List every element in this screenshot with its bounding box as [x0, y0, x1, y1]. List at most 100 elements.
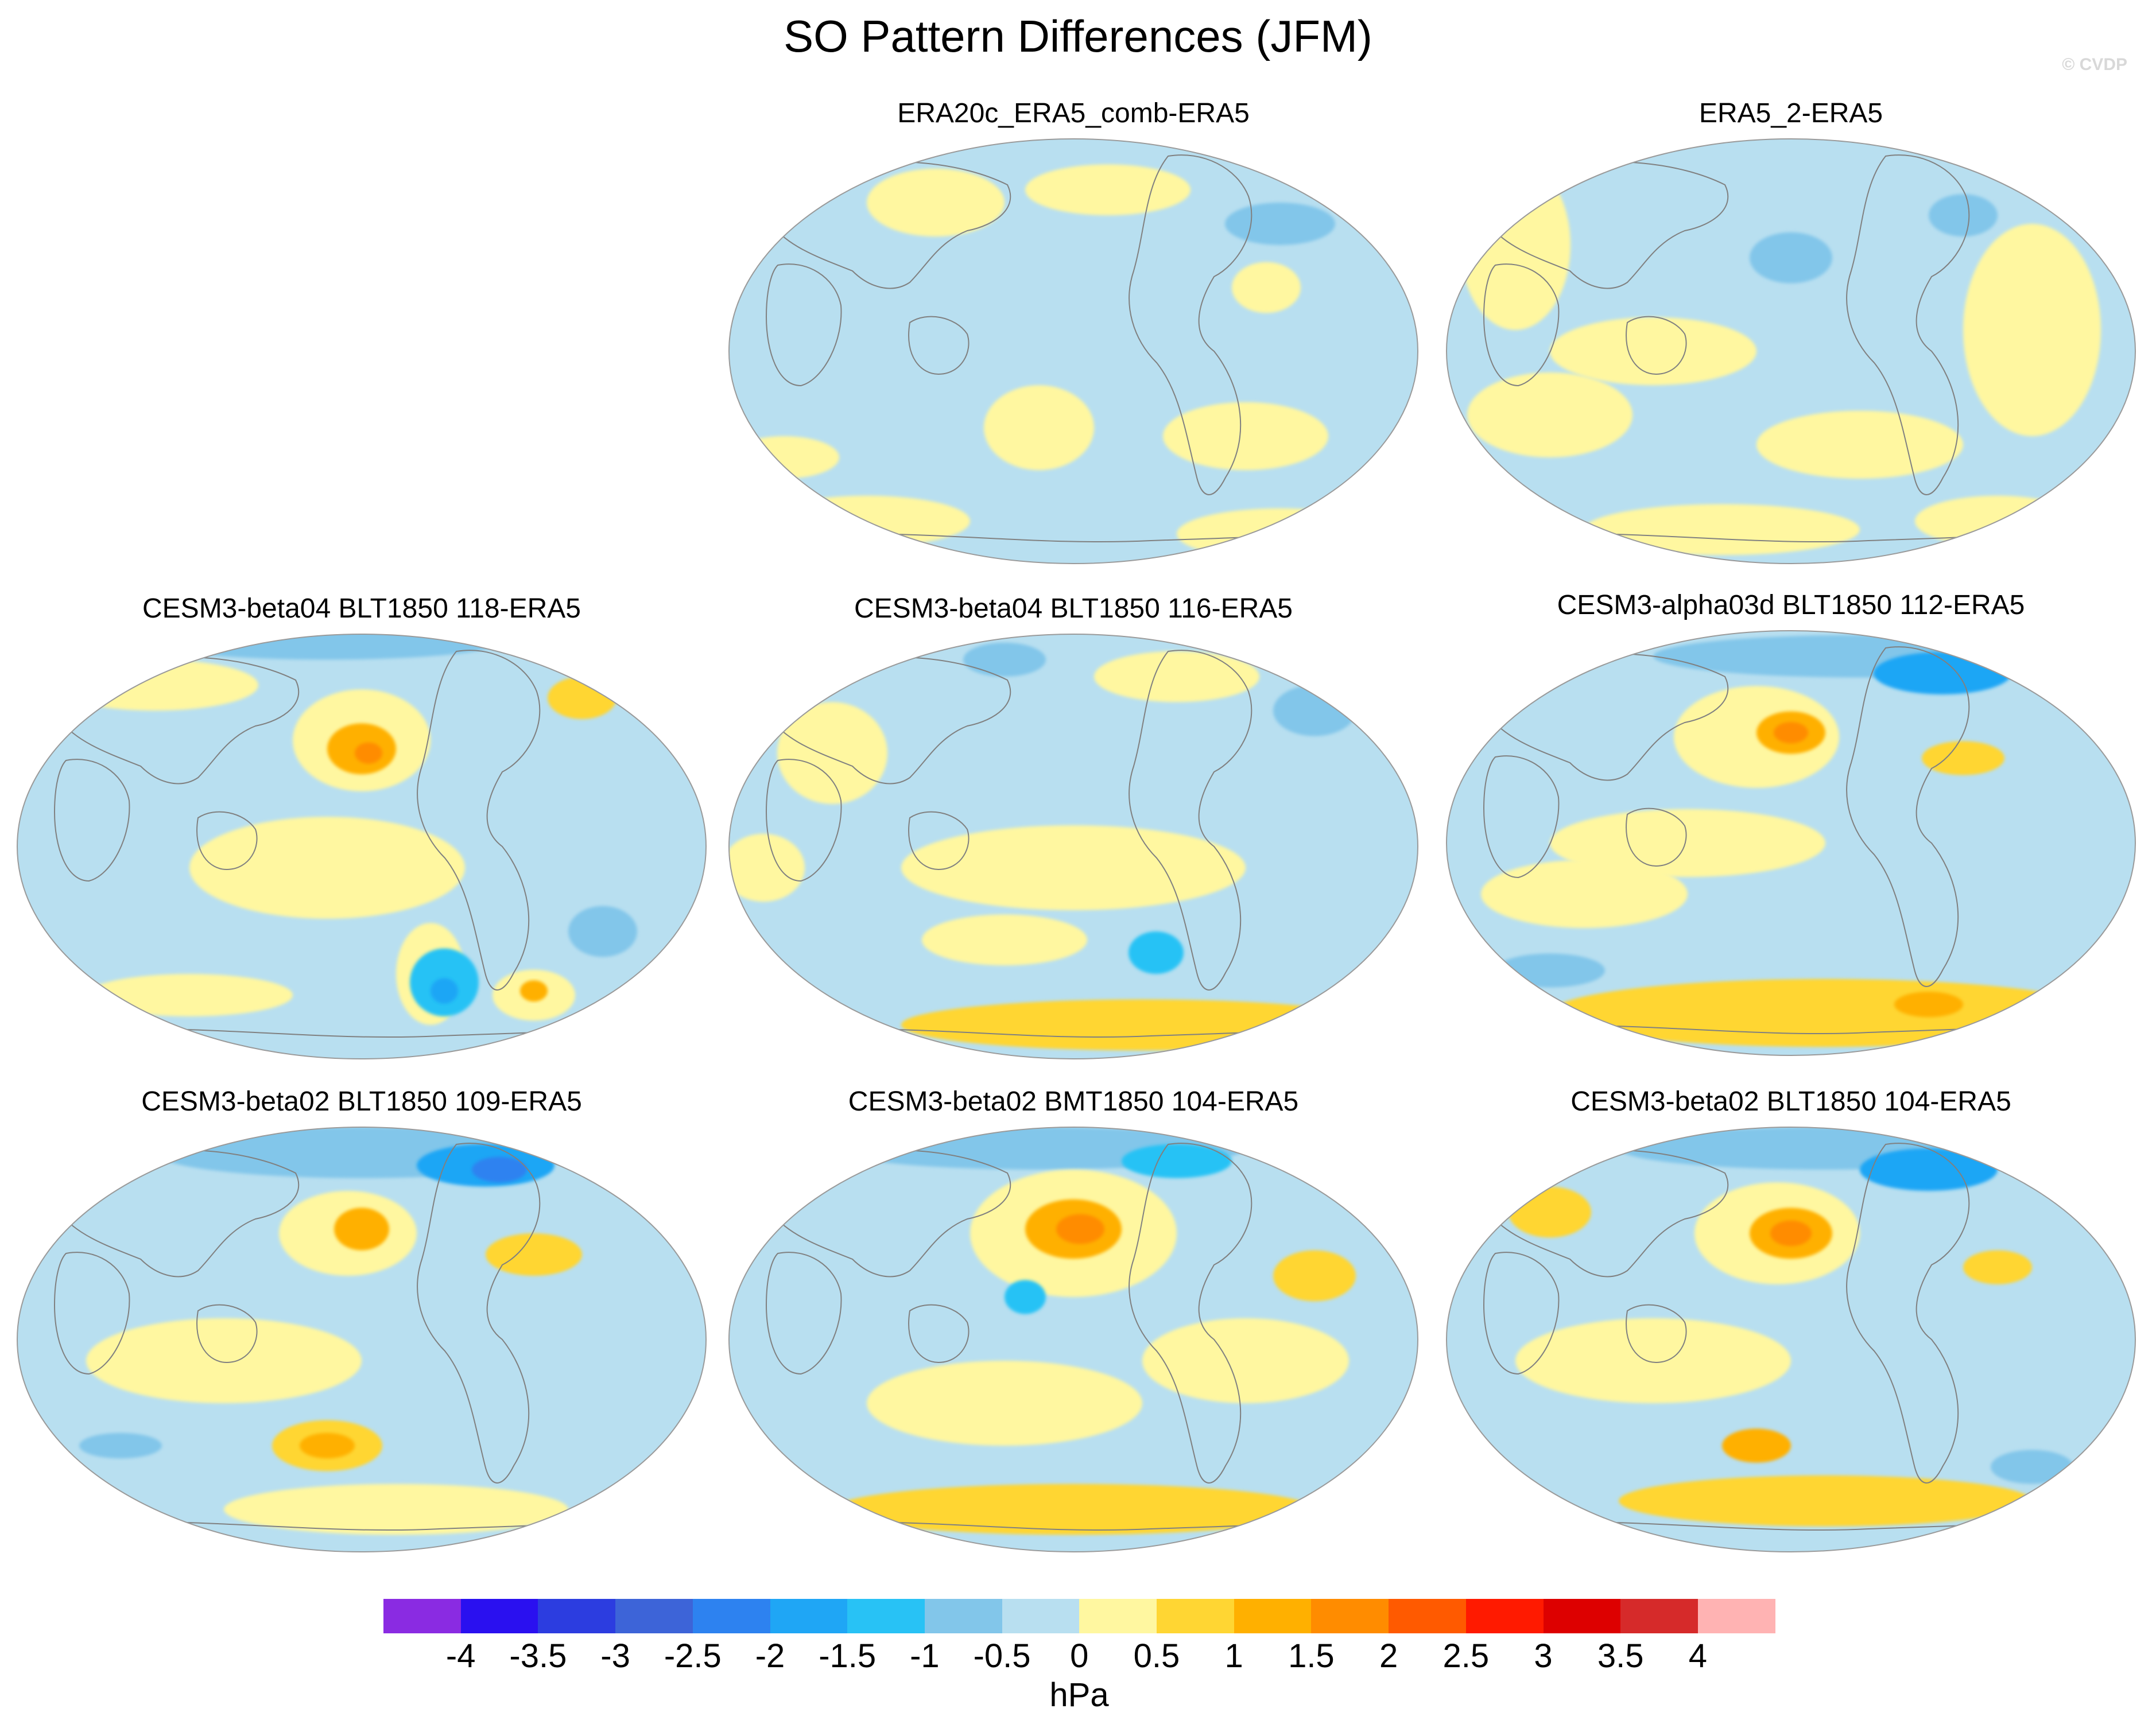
anomaly-region [1232, 262, 1301, 313]
colorbar-segment [1465, 1599, 1544, 1633]
colorbar-tick-label: -3 [600, 1637, 630, 1675]
anomaly-region [1142, 1318, 1349, 1403]
colorbar-unit-label: hPa [1049, 1676, 1109, 1714]
map-panel-era5-2: ERA5_2-ERA5 [1438, 98, 2144, 574]
anomaly-region [963, 642, 1046, 677]
colorbar-tick-label: 2 [1379, 1637, 1398, 1675]
coastline [908, 1304, 970, 1364]
colorbar-tick-label: 0 [1070, 1637, 1089, 1675]
map-outline [1446, 138, 2136, 564]
colorbar-segment [1079, 1599, 1157, 1633]
anomaly-region [1722, 1428, 1791, 1463]
robinson-map [728, 634, 1418, 1059]
robinson-map [728, 1127, 1418, 1552]
robinson-map [728, 138, 1418, 564]
colorbar-segment [383, 1599, 462, 1633]
colorbar-segment [460, 1599, 538, 1633]
coastline [1626, 316, 1687, 375]
anomaly-region [729, 833, 805, 902]
colorbar-tick-label: 3 [1534, 1637, 1553, 1675]
colorbar-segment [924, 1599, 1003, 1633]
anomaly-region [334, 1207, 389, 1251]
coastline [1846, 646, 1970, 987]
anomaly-region [1129, 931, 1184, 974]
colorbar-tick-label: -2 [755, 1637, 785, 1675]
panel-title: CESM3-beta04 BLT1850 118-ERA5 [142, 593, 581, 624]
colorbar-segment [1620, 1599, 1699, 1633]
map-panel-beta04-118: CESM3-beta04 BLT1850 118-ERA5 [9, 593, 715, 1069]
anomaly-region [155, 634, 499, 660]
anomaly-region [922, 914, 1087, 966]
anomaly-region [486, 1233, 582, 1276]
anomaly-region [300, 1432, 355, 1459]
anomaly-region [1550, 809, 1825, 877]
anomaly-region [1584, 504, 1860, 556]
colorbar-tick-label: 4 [1688, 1637, 1708, 1675]
coastline [765, 263, 842, 387]
panel-title: CESM3-alpha03d BLT1850 112-ERA5 [1557, 590, 2025, 620]
panel-title: ERA20c_ERA5_comb-ERA5 [897, 98, 1250, 129]
anomaly-region [901, 999, 1383, 1051]
robinson-map [17, 634, 707, 1059]
colorbar-segment [770, 1599, 848, 1633]
anomaly-region [1963, 1250, 2032, 1284]
anomaly-region [1653, 635, 2066, 678]
anomaly-region [1005, 1280, 1046, 1314]
anomaly-region [86, 974, 293, 1016]
anomaly-region [1750, 232, 1832, 284]
robinson-map [1446, 138, 2136, 564]
anomaly-region [1122, 1144, 1232, 1178]
panel-title: CESM3-beta02 BLT1850 104-ERA5 [1571, 1086, 2011, 1117]
anomaly-region [1774, 722, 1808, 744]
colorbar-segment [1157, 1599, 1235, 1633]
map-panel-beta02-bmt-104: CESM3-beta02 BMT1850 104-ERA5 [720, 1086, 1426, 1562]
colorbar-segment [538, 1599, 616, 1633]
colorbar-tick-label: -3.5 [509, 1637, 567, 1675]
colorbar-segment [692, 1599, 770, 1633]
colorbar [383, 1599, 1776, 1633]
coastline [1129, 650, 1253, 991]
anomaly-region [777, 702, 887, 804]
colorbar-tick-label: -4 [445, 1637, 476, 1675]
colorbar-tick-label: 0.5 [1133, 1637, 1180, 1675]
anomaly-region [52, 659, 258, 711]
background-field [729, 1127, 1418, 1552]
anomaly-region [1509, 1186, 1591, 1238]
colorbar-tick-label: 3.5 [1597, 1637, 1644, 1675]
anomaly-region [568, 906, 637, 957]
coastline [196, 1304, 258, 1364]
anomaly-region [1495, 953, 1605, 988]
coastline [196, 811, 258, 871]
colorbar-tick-label: 1.5 [1288, 1637, 1335, 1675]
anomaly-region [729, 436, 839, 479]
page-title: SO Pattern Differences (JFM) [784, 11, 1372, 61]
map-outline [728, 634, 1418, 1059]
colorbar-segment [615, 1599, 693, 1633]
cvdp-credit: © CVDP [2062, 55, 2127, 74]
coastline [765, 1252, 842, 1375]
anomaly-region [1094, 651, 1259, 702]
coastline [1626, 807, 1687, 867]
anomaly-region [1550, 317, 1756, 386]
anomaly-region [1860, 1148, 1998, 1191]
coastline [1846, 1143, 1970, 1484]
coastline [53, 759, 130, 882]
anomaly-region [1225, 203, 1335, 245]
colorbar-tick-label: 2.5 [1442, 1637, 1490, 1675]
anomaly-region [431, 978, 458, 1004]
background-field [1447, 139, 2135, 564]
robinson-map [17, 1127, 707, 1552]
colorbar-segment [847, 1599, 925, 1633]
anomaly-region [79, 1432, 162, 1459]
map-outline [17, 634, 707, 1059]
anomaly-region [1991, 1450, 2073, 1484]
anomaly-region [86, 1318, 362, 1403]
robinson-map [1446, 1127, 2136, 1552]
coastline [1846, 154, 1970, 495]
anomaly-region [984, 385, 1094, 471]
map-panel-era20c-era5-comb: ERA20c_ERA5_comb-ERA5 [720, 98, 1426, 574]
anomaly-region [224, 1484, 568, 1535]
map-panel-beta02-109: CESM3-beta02 BLT1850 109-ERA5 [9, 1086, 715, 1562]
anomaly-region [832, 1484, 1314, 1535]
colorbar-tick-label: -1.5 [819, 1637, 877, 1675]
